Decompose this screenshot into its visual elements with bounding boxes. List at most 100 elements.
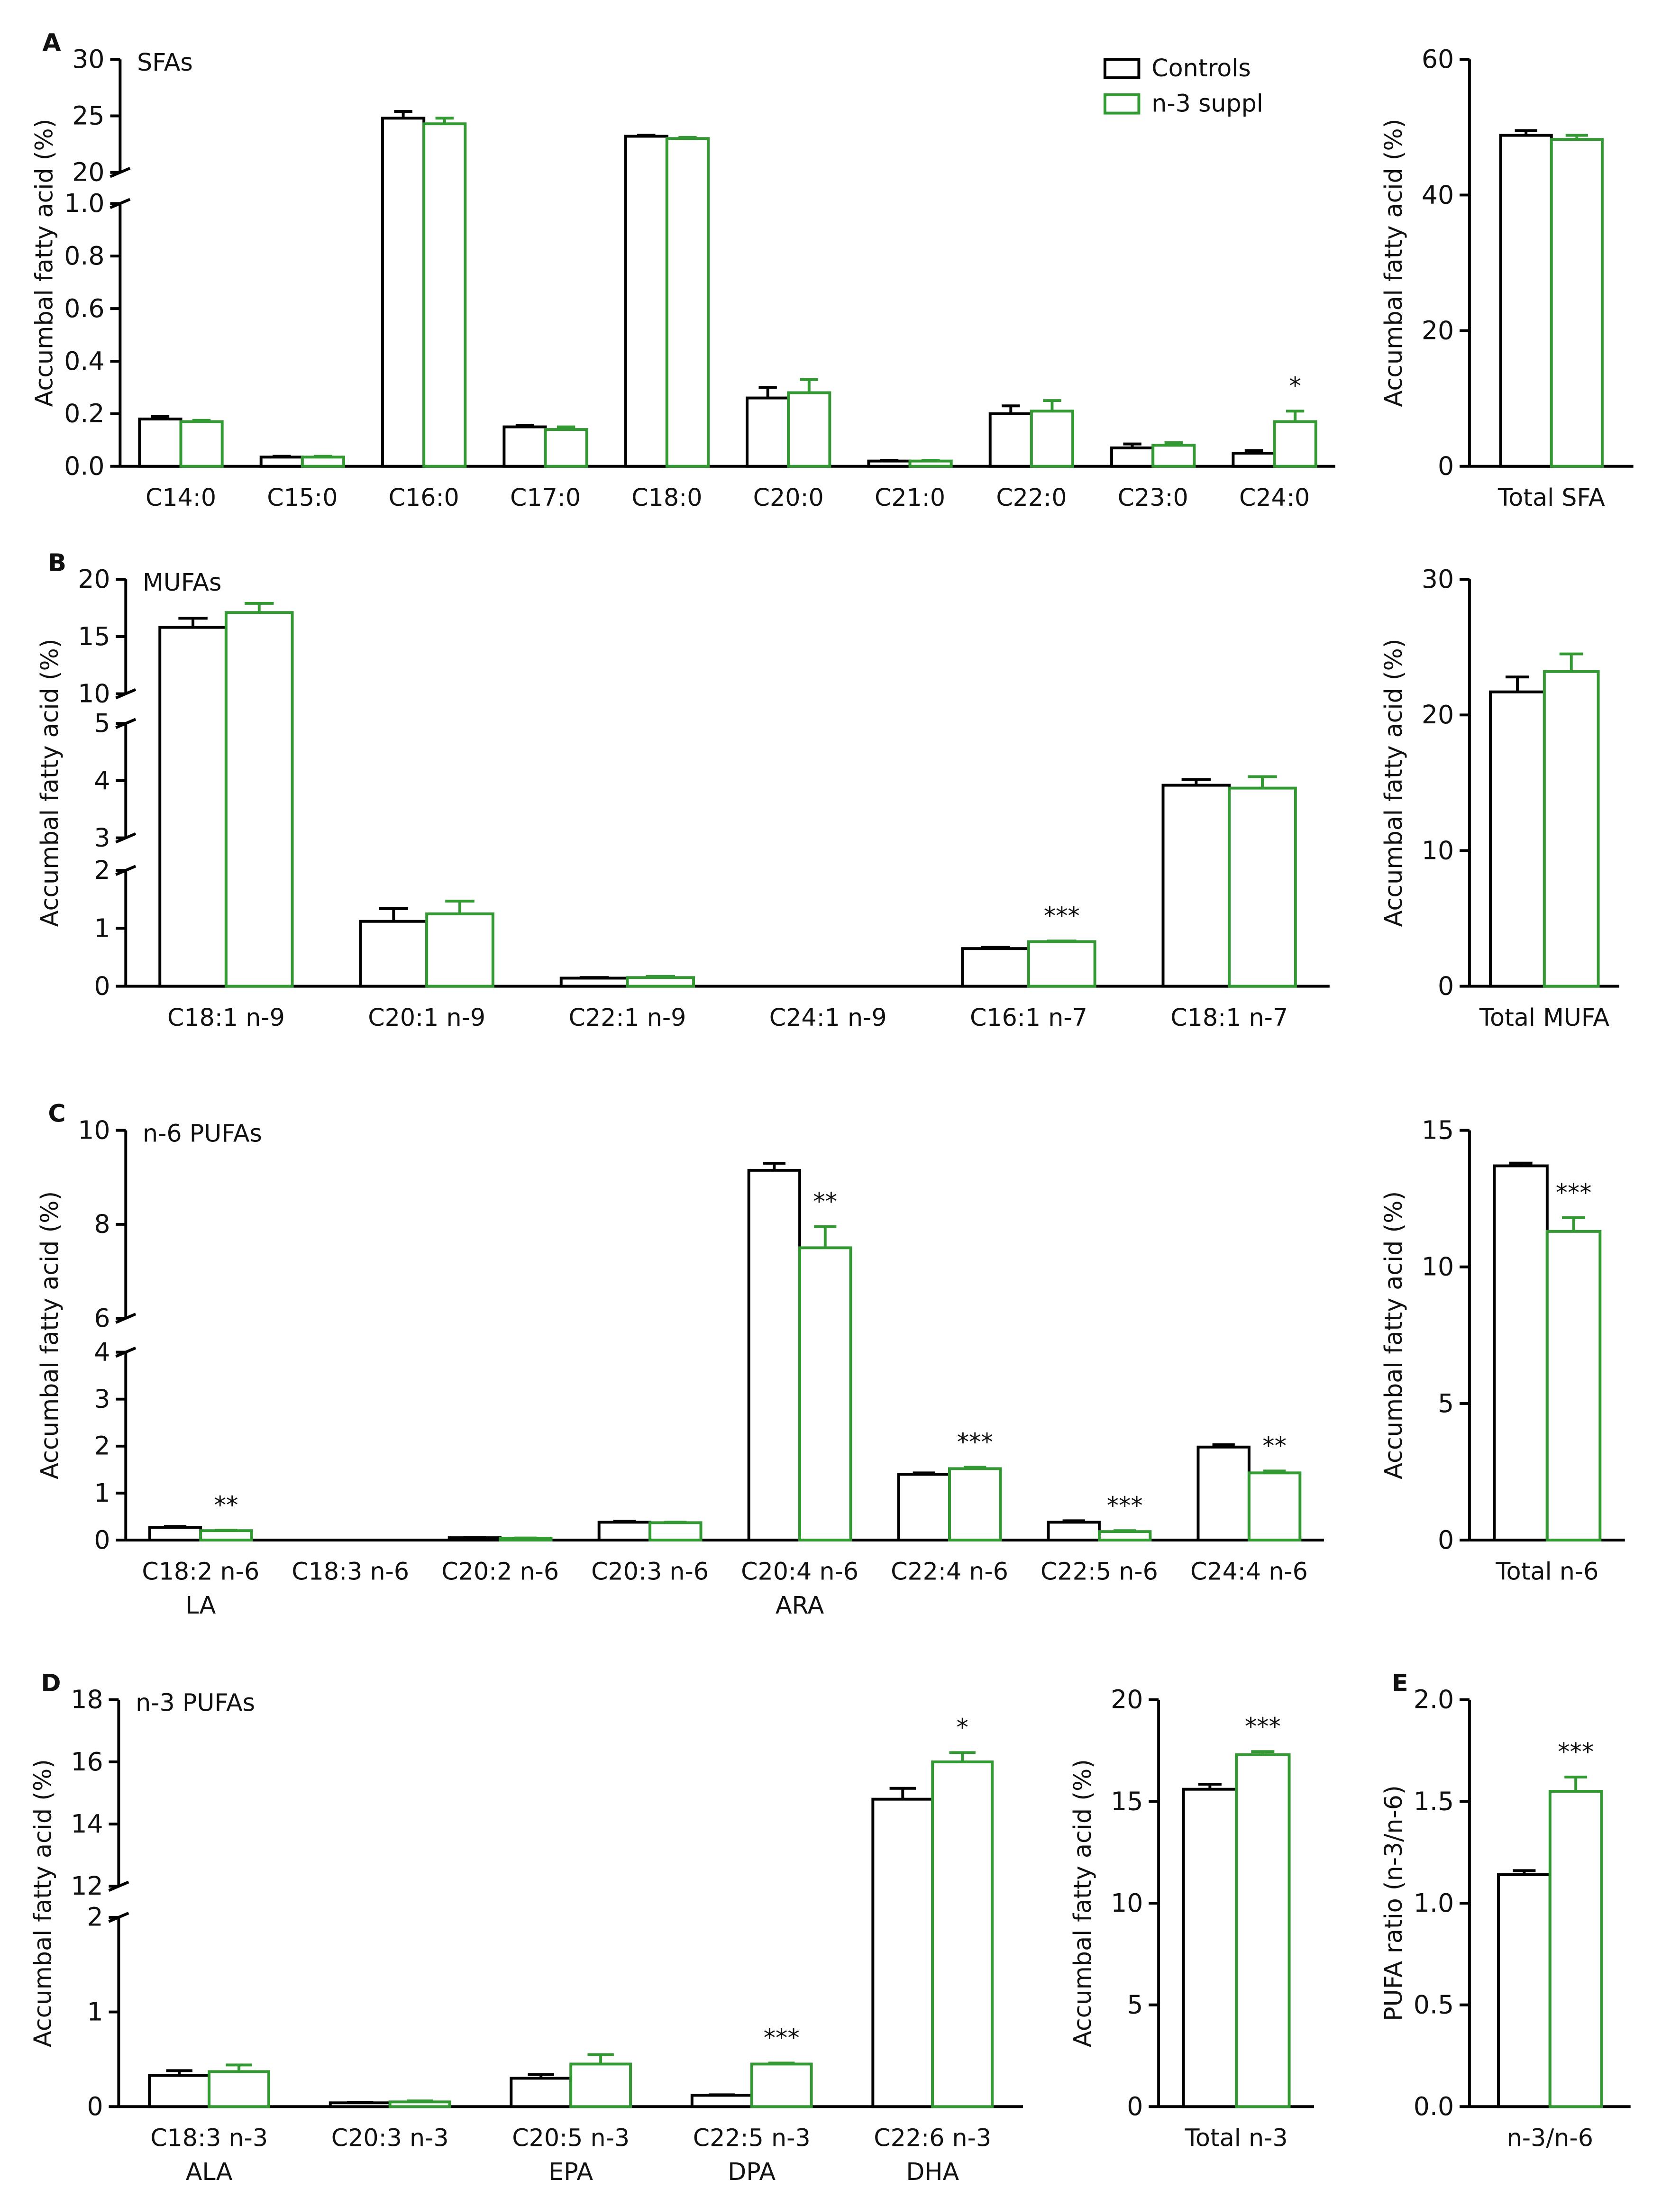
error-bar [768, 2061, 795, 2065]
bar [1235, 1753, 1291, 2108]
bar [422, 122, 467, 468]
x-tick-sublabel: DPA [728, 2158, 776, 2186]
bar [138, 417, 183, 468]
x-tick-label: C16:1 n-7 [970, 1003, 1087, 1031]
error-bar [1043, 399, 1061, 411]
y-tick-label: 4 [94, 1337, 110, 1367]
bar [559, 976, 629, 988]
y-tick-label: 20 [78, 564, 110, 594]
bar [158, 626, 228, 988]
y-tick-label: 15 [78, 621, 110, 651]
y-tick-label: 20 [1422, 315, 1454, 345]
error-bar [964, 1466, 986, 1469]
y-axis-label: Accumbal fatty acid (%) [1379, 119, 1407, 407]
panel-letter: C [48, 1100, 65, 1128]
y-tick-label: 0.6 [64, 293, 104, 323]
x-tick-sublabel: ARA [776, 1591, 824, 1619]
y-axis-label: Accumbal fatty acid (%) [1068, 1759, 1096, 2047]
y-tick-label: 1 [87, 1997, 103, 2026]
x-tick-label: Total MUFA [1479, 1003, 1610, 1031]
x-tick-label: C16:0 [389, 483, 459, 511]
error-bar [1565, 134, 1588, 140]
bar [908, 459, 953, 468]
bar [871, 1797, 934, 2108]
legend-swatch [1103, 58, 1141, 80]
y-axis-label: Accumbal fatty acid (%) [1379, 638, 1407, 927]
panel-subtitle: SFAs [137, 48, 193, 76]
bar [1182, 1787, 1238, 2108]
error-bar [379, 907, 409, 921]
y-tick-label: 5 [1438, 1388, 1454, 1418]
error-bar [164, 1525, 187, 1528]
error-bar [1244, 449, 1263, 454]
y-tick-label: 60 [1422, 44, 1454, 74]
error-bar [1123, 442, 1141, 448]
y-tick-label: 20 [1422, 700, 1454, 730]
bar [897, 1473, 951, 1542]
y-tick-label: 6 [94, 1303, 110, 1333]
y-tick-label: 25 [72, 100, 104, 130]
panel-letter: D [41, 1669, 61, 1697]
bar [1110, 446, 1155, 468]
error-bar [151, 415, 170, 419]
y-axis-label: Accumbal fatty acid (%) [36, 638, 64, 927]
x-tick-label: C20:4 n-6 [741, 1557, 858, 1585]
y-tick-label: 16 [71, 1747, 103, 1777]
bar [626, 976, 695, 988]
y-tick-label: 5 [94, 708, 110, 738]
y-tick-label: 0 [1438, 971, 1454, 1001]
bar [1196, 1445, 1251, 1542]
panel-subtitle: n-6 PUFAs [143, 1119, 262, 1147]
bar [208, 2070, 271, 2108]
y-tick-label: 0.8 [64, 241, 104, 271]
bar [1489, 690, 1546, 988]
bar [425, 912, 494, 988]
x-tick-label: C20:1 n-9 [368, 1003, 485, 1031]
error-bar [1251, 1750, 1275, 1755]
error-bar [664, 1521, 687, 1524]
y-tick-label: 2 [94, 855, 110, 885]
bar [1232, 452, 1276, 468]
x-tick-label: C23:0 [1118, 483, 1188, 511]
error-bar [637, 134, 656, 137]
bar [948, 1467, 1002, 1542]
x-tick-label: C22:0 [996, 483, 1067, 511]
error-bar [678, 136, 697, 139]
error-bar [166, 2069, 192, 2076]
error-bar [763, 1162, 785, 1170]
bar [544, 428, 588, 468]
error-bar [1564, 1775, 1588, 1791]
bar [179, 420, 224, 468]
bar [1499, 134, 1553, 468]
y-tick-label: 10 [1422, 835, 1454, 865]
y-tick-label: 0.2 [64, 399, 104, 429]
significance: * [957, 1714, 968, 1742]
x-tick-label: C15:0 [267, 483, 338, 511]
error-bar [1062, 1519, 1085, 1523]
bar [798, 1246, 852, 1542]
y-tick-label: 0.0 [1414, 2091, 1454, 2121]
y-tick-label: 1.5 [1414, 1786, 1454, 1816]
bar [388, 2100, 451, 2108]
error-bar [226, 2063, 252, 2072]
y-tick-label: 30 [1422, 564, 1454, 594]
x-tick-label: C18:3 n-6 [292, 1557, 409, 1585]
panel-letter: A [42, 28, 61, 56]
significance: *** [1245, 1713, 1281, 1741]
y-axis-label: Accumbal fatty acid (%) [28, 1759, 56, 2047]
y-tick-label: 1.0 [1414, 1888, 1454, 1918]
y-tick-label: 30 [72, 44, 104, 74]
x-tick-label: Total n-6 [1495, 1557, 1598, 1585]
bar [1497, 1873, 1552, 2108]
y-tick-label: 2 [87, 1902, 103, 1932]
bar [961, 947, 1030, 988]
error-bar [445, 899, 475, 914]
y-tick-label: 12 [71, 1871, 103, 1901]
error-bar [314, 455, 332, 458]
x-tick-label: C18:3 n-3 [150, 2124, 268, 2152]
x-tick-label: C17:0 [510, 483, 581, 511]
error-bar [1562, 1216, 1586, 1231]
legend-label: n-3 suppl [1151, 90, 1263, 118]
y-axis-label: Accumbal fatty acid (%) [36, 1191, 64, 1479]
